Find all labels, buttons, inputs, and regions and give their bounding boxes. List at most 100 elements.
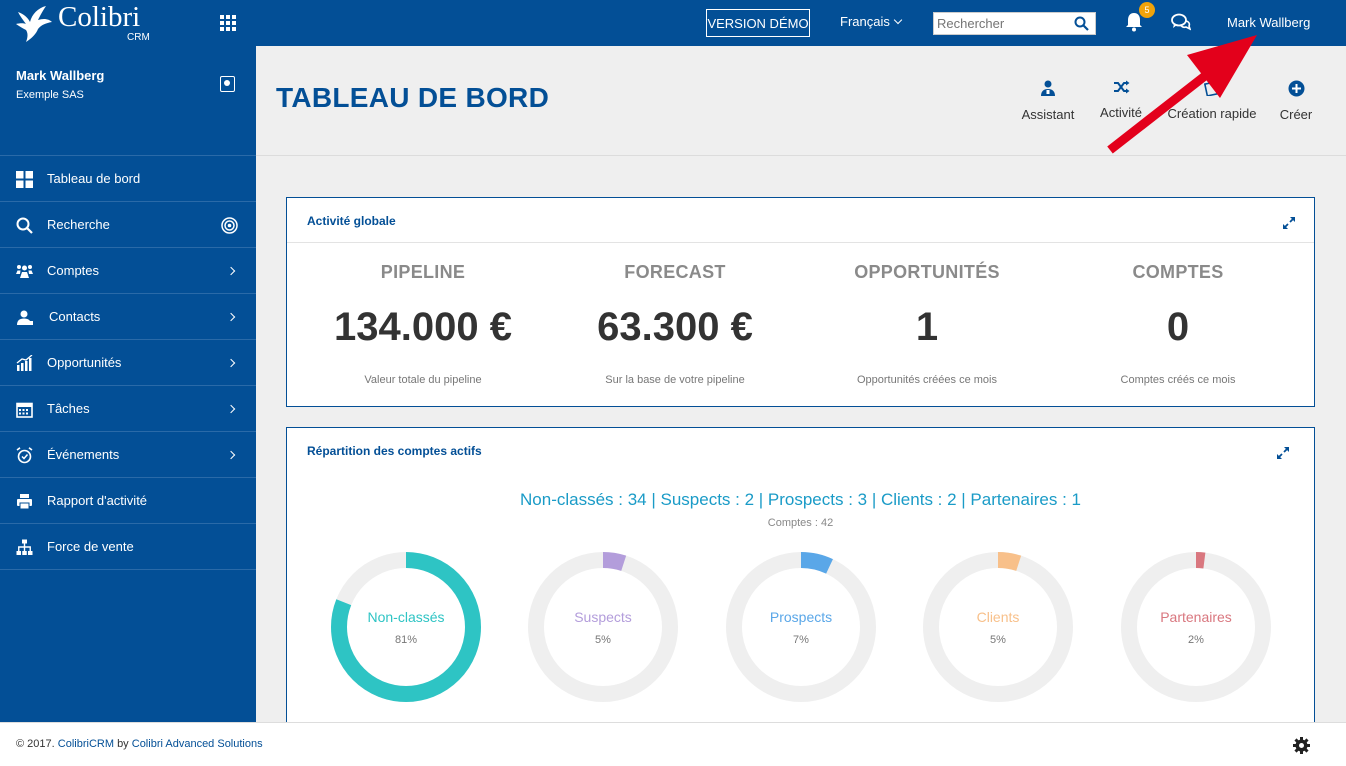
by-text: by <box>117 738 129 750</box>
sidebar-item-label: Tâches <box>47 401 90 416</box>
kpi-value: 134.000 € <box>334 305 512 349</box>
expand-icon[interactable] <box>1282 216 1296 230</box>
accounts-summary: Non-classés : 34 | Suspects : 2 | Prospe… <box>520 490 1081 509</box>
kpi-opportunities: OPPORTUNITÉS 1 Opportunités créées ce mo… <box>802 262 1052 386</box>
sidebar-item-label: Événements <box>47 447 120 462</box>
create-button[interactable]: Créer <box>1278 80 1314 122</box>
action-label: Création rapide <box>1167 106 1257 121</box>
sidebar-item-events[interactable]: Événements <box>0 432 256 478</box>
target-icon[interactable] <box>221 217 238 234</box>
shuffle-icon <box>1113 80 1129 94</box>
donut-percent: 7% <box>793 634 809 646</box>
logo-text: Colibri <box>58 1 141 33</box>
notification-badge: 5 <box>1139 2 1155 18</box>
global-activity-panel: Activité globale PIPELINE 134.000 € Vale… <box>286 197 1315 407</box>
chevron-right-icon <box>226 404 236 414</box>
sidebar-item-label: Opportunités <box>47 355 122 370</box>
expand-icon[interactable] <box>1276 446 1290 460</box>
kpi-pipeline: PIPELINE 134.000 € Valeur totale du pipe… <box>298 262 548 386</box>
activity-button[interactable]: Activité <box>1096 80 1146 120</box>
chevron-right-icon <box>226 450 236 460</box>
donut-percent: 81% <box>394 634 418 646</box>
plus-circle-icon <box>1288 80 1304 97</box>
colibricrm-link[interactable]: ColibriCRM <box>57 738 114 750</box>
company-link[interactable]: Colibri Advanced Solutions <box>131 738 263 750</box>
user-menu[interactable]: Mark Wallberg <box>1227 15 1311 30</box>
kpi-label: FORECAST <box>624 262 726 282</box>
donut-label: Suspects <box>574 609 632 625</box>
page-title: TABLEAU DE BORD <box>276 82 550 113</box>
panel-title: Activité globale <box>307 214 396 228</box>
assistant-icon <box>1041 80 1055 96</box>
donut-non-classes[interactable]: Non-classés 81% <box>331 552 481 702</box>
calendar-icon <box>16 402 33 418</box>
chevron-right-icon <box>226 358 236 368</box>
donut-partners[interactable]: Partenaires 2% <box>1121 552 1271 702</box>
kpi-forecast: FORECAST 63.300 € Sur la base de votre p… <box>550 262 800 386</box>
sidebar-item-search[interactable]: Recherche <box>0 202 256 248</box>
assistant-button[interactable]: Assistant <box>1018 80 1078 122</box>
sidebar-nav: Tableau de bord Recherche Comptes Contac… <box>0 155 256 570</box>
top-bar: Colibri CRM VERSION DÉMO Français 5 Mark… <box>0 0 1346 46</box>
panel-title: Répartition des comptes actifs <box>307 444 482 458</box>
donut-clients[interactable]: Clients 5% <box>923 552 1073 702</box>
quick-create-button[interactable]: Création rapide <box>1166 80 1258 121</box>
donut-arc <box>331 552 481 702</box>
donut-arc <box>1121 552 1271 702</box>
kpi-label: OPPORTUNITÉS <box>854 262 1000 282</box>
sidebar-item-dashboard[interactable]: Tableau de bord <box>0 156 256 202</box>
donut-suspects[interactable]: Suspects 5% <box>528 552 678 702</box>
kpi-subtitle: Comptes créés ce mois <box>1120 374 1236 386</box>
demo-version-button[interactable]: VERSION DÉMO <box>706 9 810 37</box>
kpi-accounts: COMPTES 0 Comptes créés ce mois <box>1053 262 1303 386</box>
contacts-icon <box>17 310 33 325</box>
search-input[interactable] <box>934 13 1069 34</box>
action-label: Activité <box>1100 105 1142 120</box>
sidebar-item-opportunities[interactable]: Opportunités <box>0 340 256 386</box>
dashboard-icon <box>16 171 33 188</box>
logo[interactable]: Colibri CRM <box>14 2 164 44</box>
sidebar-item-label: Rapport d'activité <box>47 493 148 508</box>
language-label: Français <box>840 14 890 29</box>
language-selector[interactable]: Français <box>840 14 903 29</box>
donut-prospects[interactable]: Prospects 7% <box>726 552 876 702</box>
kpi-subtitle: Sur la base de votre pipeline <box>605 374 745 386</box>
action-label: Assistant <box>1021 107 1075 122</box>
alarm-icon <box>16 447 33 464</box>
bell-icon[interactable] <box>1125 12 1143 32</box>
donut-percent: 5% <box>990 634 1006 646</box>
sidebar-company: Exemple SAS <box>16 89 84 101</box>
chat-icon[interactable] <box>1171 13 1191 31</box>
logo-subtitle: CRM <box>127 32 150 43</box>
sidebar-item-contacts[interactable]: Contacts <box>0 294 256 340</box>
apps-grid-icon[interactable] <box>220 15 236 31</box>
sidebar-user: Mark Wallberg Exemple SAS <box>16 68 104 101</box>
sidebar-item-label: Contacts <box>49 309 101 324</box>
profile-card-icon[interactable] <box>220 76 235 92</box>
donut-percent: 2% <box>1188 634 1204 646</box>
kpi-value: 1 <box>915 305 939 349</box>
donut-chart <box>726 552 876 702</box>
donut-chart <box>923 552 1073 702</box>
search-box <box>933 12 1096 35</box>
footer: © 2017. ColibriCRM by Colibri Advanced S… <box>0 722 1346 766</box>
kpi-label: COMPTES <box>1132 262 1224 282</box>
search-icon[interactable] <box>1074 16 1089 31</box>
donut-chart <box>331 552 481 702</box>
gear-icon[interactable] <box>1293 737 1310 754</box>
sidebar: Mark Wallberg Exemple SAS Tableau de bor… <box>0 46 256 722</box>
quick-create-icon <box>1204 80 1220 96</box>
sidebar-item-label: Tableau de bord <box>47 171 141 186</box>
sidebar-item-sales-force[interactable]: Force de vente <box>0 524 256 570</box>
chevron-right-icon <box>226 266 236 276</box>
org-chart-icon <box>16 539 33 555</box>
kpi-value: 0 <box>1166 305 1190 349</box>
sidebar-item-label: Force de vente <box>47 539 134 554</box>
donut-label: Non-classés <box>367 609 445 625</box>
sidebar-item-accounts[interactable]: Comptes <box>0 248 256 294</box>
panel-header: Activité globale <box>287 198 1314 243</box>
kpi-label: PIPELINE <box>380 262 466 282</box>
sidebar-item-tasks[interactable]: Tâches <box>0 386 256 432</box>
accounts-icon <box>16 265 33 278</box>
sidebar-item-activity-report[interactable]: Rapport d'activité <box>0 478 256 524</box>
